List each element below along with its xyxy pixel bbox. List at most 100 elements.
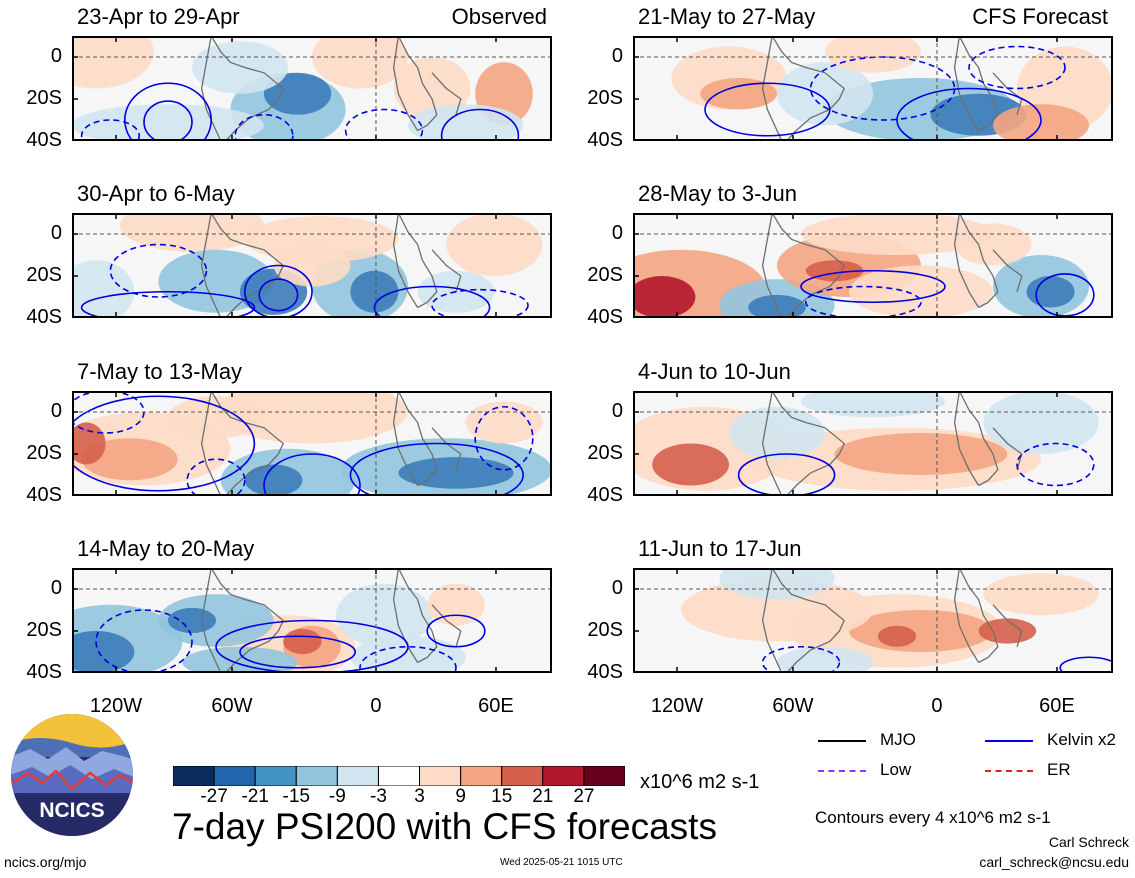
anomaly-shading <box>244 464 303 496</box>
colorbar-swatch <box>419 765 462 787</box>
kelvin-contour <box>80 119 140 141</box>
x-tick-label: 60W <box>772 695 814 717</box>
anomaly-shading <box>465 401 543 444</box>
y-tick-label: 40S <box>26 306 62 328</box>
panel-title: 11-Jun to 17-Jun <box>638 536 802 561</box>
colorbar <box>172 765 626 787</box>
site-url: ncics.org/mjo <box>4 854 87 870</box>
y-tick-label: 20S <box>26 442 62 464</box>
y-tick-label: 20S <box>26 619 62 641</box>
y-tick-label: 40S <box>587 306 623 328</box>
kelvin-contour <box>72 395 256 492</box>
y-tick-label: 0 <box>611 222 623 244</box>
map-panel <box>72 213 552 318</box>
y-tick-label: 40S <box>26 661 62 683</box>
anomaly-shading <box>72 36 154 89</box>
anomaly-shading <box>216 391 408 444</box>
panel-source-tag: Observed <box>451 4 547 29</box>
anomaly-shading <box>652 443 729 486</box>
colorbar-swatch <box>542 765 585 787</box>
panel-frame <box>633 568 1113 673</box>
legend-line <box>985 770 1033 772</box>
kelvin-contour <box>258 278 299 312</box>
map-panel <box>633 213 1113 318</box>
kelvin-contour <box>474 405 534 471</box>
map-panel <box>633 36 1113 141</box>
anomaly-shading <box>446 213 543 276</box>
kelvin-contour <box>359 645 457 673</box>
colorbar-tick-label: 9 <box>455 786 466 807</box>
colorbar-swatch <box>501 765 544 787</box>
kelvin-contour <box>805 285 922 318</box>
legend-label: Low <box>880 760 912 779</box>
anomaly-shading <box>81 438 178 481</box>
coastline <box>761 36 783 141</box>
colorbar-tick-label: -27 <box>200 786 228 807</box>
coastline <box>431 72 462 115</box>
y-tick-label: 20S <box>587 87 623 109</box>
y-tick-label: 40S <box>26 129 62 151</box>
coastline <box>210 568 284 673</box>
panel-title: 4-Jun to 10-Jun <box>638 359 791 384</box>
y-tick-label: 20S <box>26 264 62 286</box>
anomaly-shading <box>777 62 873 126</box>
y-tick-label: 0 <box>50 45 62 67</box>
panel-frame <box>72 568 552 673</box>
anomaly-shading <box>336 583 432 647</box>
coastline <box>771 213 845 318</box>
anomaly-shading <box>273 244 351 287</box>
anomaly-shading <box>834 433 1008 475</box>
y-tick-label: 20S <box>587 264 623 286</box>
kelvin-contour <box>761 645 841 673</box>
coastline <box>431 604 462 647</box>
timestamp: Wed 2025-05-21 1015 UTC <box>500 857 623 868</box>
y-tick-label: 0 <box>611 400 623 422</box>
y-tick-label: 0 <box>50 222 62 244</box>
y-tick-label: 20S <box>587 619 623 641</box>
kelvin-contour <box>215 619 409 673</box>
colorbar-tick-label: -3 <box>370 786 387 807</box>
panel-source-tag: CFS Forecast <box>972 4 1108 29</box>
colorbar-swatch <box>213 765 256 787</box>
coastline <box>200 213 222 318</box>
logo-text: NCICS <box>39 799 104 822</box>
anomaly-shading <box>312 36 408 89</box>
kelvin-contour <box>80 290 256 318</box>
colorbar-units: x10^6 m2 s-1 <box>640 771 760 793</box>
colorbar-swatch <box>295 765 338 787</box>
panel-title: 28-May to 3-Jun <box>638 181 797 206</box>
anomaly-shading <box>954 223 1032 266</box>
anomaly-shading <box>168 607 216 634</box>
anomaly-shading <box>350 270 399 313</box>
kelvin-contour <box>1035 273 1095 317</box>
x-tick-label: 0 <box>931 695 943 717</box>
coastline <box>992 249 1023 292</box>
coastline <box>431 249 462 292</box>
panel-frame <box>72 36 552 141</box>
colorbar-swatch <box>460 765 503 787</box>
legend-line <box>985 740 1033 742</box>
anomaly-shading <box>825 36 921 73</box>
panel-frame <box>72 391 552 496</box>
y-tick-label: 0 <box>50 400 62 422</box>
anomaly-shading <box>398 457 514 489</box>
coastline <box>992 72 1023 115</box>
anomaly-shading <box>283 628 322 655</box>
anomaly-shading <box>700 78 777 110</box>
map-panel <box>633 391 1113 496</box>
main-title: 7-day PSI200 with CFS forecasts <box>172 806 717 847</box>
author-email: carl_schreck@ncsu.edu <box>979 854 1129 870</box>
colorbar-swatch <box>172 765 215 787</box>
kelvin-contour <box>737 453 836 496</box>
contours-note: Contours every 4 x10^6 m2 s-1 <box>815 808 1051 827</box>
panel-frame <box>633 391 1113 496</box>
colorbar-tick-label: -21 <box>241 786 269 807</box>
panel-title: 30-Apr to 6-May <box>77 181 235 206</box>
kelvin-contour <box>968 45 1066 90</box>
kelvin-contour <box>124 82 212 141</box>
y-tick-label: 20S <box>587 442 623 464</box>
coastline <box>761 213 783 318</box>
kelvin-contour <box>344 108 424 141</box>
panel-title: 23-Apr to 29-Apr <box>77 4 240 29</box>
colorbar-swatch <box>254 765 297 787</box>
